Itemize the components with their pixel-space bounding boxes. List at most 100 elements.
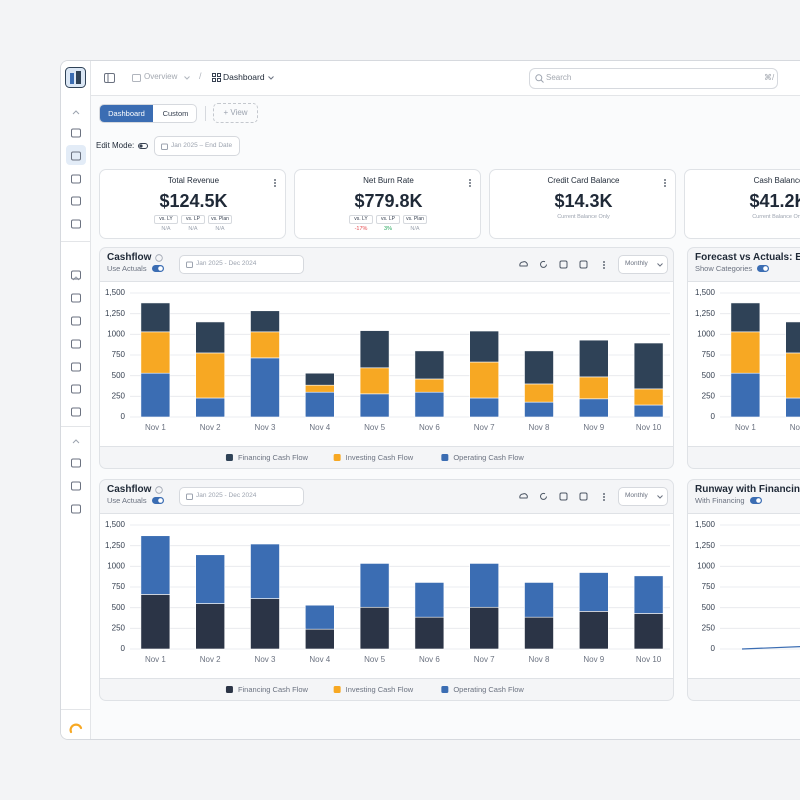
- period-select[interactable]: Monthly: [618, 255, 668, 274]
- calendar-icon: [161, 143, 168, 150]
- nav-icon[interactable]: [70, 218, 82, 230]
- bar-segment: [140, 535, 171, 595]
- breadcrumb-separator: /: [199, 71, 202, 81]
- nav-icon[interactable]: [70, 480, 82, 492]
- nav-icon[interactable]: [70, 127, 82, 139]
- legend-label: Investing Cash Flow: [346, 453, 414, 462]
- bar-segment: [633, 613, 664, 650]
- period-select[interactable]: Monthly: [618, 487, 668, 506]
- chart-panel: Cashflow Use Actuals Jan 2025 - Dec 2024 Mo…: [99, 479, 674, 701]
- x-tick-label: Nov 9: [583, 423, 604, 432]
- chevron: [657, 263, 663, 267]
- refresh-icon[interactable]: [539, 260, 548, 269]
- toggle-label: Use Actuals: [107, 496, 147, 505]
- x-tick-label: Nov 2: [790, 423, 800, 432]
- nav-icon[interactable]: [70, 150, 82, 162]
- layout-icon[interactable]: [579, 492, 588, 501]
- date-range-picker[interactable]: Jan 2025 – End Date: [154, 136, 240, 156]
- toggle-label: Show Categories: [695, 264, 753, 273]
- line: [741, 646, 800, 650]
- bar-segment: [359, 563, 390, 608]
- x-tick-label: Nov 6: [419, 423, 440, 432]
- comparison-badge: vs. LY: [349, 215, 373, 224]
- bar-segment: [195, 321, 225, 354]
- sidebar-toggle[interactable]: [104, 73, 115, 83]
- bar-segment: [359, 330, 390, 369]
- bar-segment: [524, 616, 554, 650]
- bar-segment: [414, 616, 445, 650]
- y-tick-label: 0: [121, 412, 126, 421]
- search-box[interactable]: Search ⌘/: [529, 68, 778, 89]
- nav-icon[interactable]: [70, 195, 82, 207]
- nav-icon[interactable]: [70, 315, 82, 327]
- kpi-card: Credit Card Balance $14.3K Current Balance…: [489, 169, 676, 239]
- more-menu[interactable]: [273, 178, 277, 188]
- chevron: [268, 76, 274, 80]
- breadcrumb-item[interactable]: Overview: [144, 72, 178, 81]
- nav-icon[interactable]: [70, 503, 82, 515]
- kpi-card: Net Burn Rate $779.8K vs. LY -17% vs. LP 3% vs…: [294, 169, 481, 239]
- toggle[interactable]: [757, 265, 769, 272]
- nav-icon[interactable]: [70, 338, 82, 350]
- comparison-badge: vs. Plan: [403, 215, 427, 224]
- more-menu[interactable]: [602, 492, 606, 502]
- chart: 0 250 500 750 1000 1,250 1,500 Nov 1 Nov 2: [695, 288, 800, 432]
- toggle[interactable]: [152, 265, 164, 272]
- bar-segment: [250, 598, 280, 650]
- bar-segment: [633, 342, 664, 390]
- refresh-icon[interactable]: [539, 492, 548, 501]
- brand-icon[interactable]: [69, 721, 83, 735]
- kpi-value: $14.3K: [554, 191, 613, 211]
- legend-label: Financing Cash Flow: [238, 685, 309, 694]
- collapse-chevron[interactable]: [71, 439, 81, 445]
- nav-icon[interactable]: [70, 457, 82, 469]
- y-tick-label: 250: [702, 623, 716, 632]
- bar-segment: [359, 367, 390, 395]
- bar-segment: [414, 350, 445, 380]
- panel-title: Cashflow: [107, 252, 152, 263]
- toggle[interactable]: [152, 497, 164, 504]
- x-tick-label: Nov 5: [364, 655, 385, 664]
- chevron: [657, 495, 663, 499]
- y-tick-label: 1,250: [695, 541, 716, 550]
- breadcrumb-current[interactable]: Dashboard: [223, 72, 265, 82]
- y-tick-label: 1,500: [105, 520, 126, 529]
- bar-segment: [250, 310, 280, 333]
- nav-icon[interactable]: [70, 406, 82, 418]
- tab-active[interactable]: Dashboard: [100, 105, 153, 122]
- y-tick-label: 500: [702, 603, 716, 612]
- nav-icon[interactable]: [70, 269, 82, 281]
- date-range-picker[interactable]: Jan 2025 - Dec 2024: [179, 487, 304, 506]
- tab[interactable]: Custom: [162, 109, 189, 118]
- download-icon[interactable]: [519, 260, 528, 269]
- collapse-chevron[interactable]: [71, 110, 81, 116]
- more-menu[interactable]: [468, 178, 472, 188]
- add-view-button[interactable]: + View: [213, 103, 258, 123]
- edit-toggle[interactable]: [138, 143, 148, 149]
- kpi-value: $124.5K: [159, 191, 228, 211]
- nav-icon[interactable]: [70, 292, 82, 304]
- kpi-value: $779.8K: [354, 191, 423, 211]
- expand-icon[interactable]: [559, 492, 568, 501]
- logo[interactable]: [65, 67, 86, 88]
- x-tick-label: Nov 7: [474, 423, 495, 432]
- download-icon[interactable]: [519, 492, 528, 501]
- date-range-picker[interactable]: Jan 2025 - Dec 2024: [179, 255, 304, 274]
- y-tick-label: 250: [702, 391, 716, 400]
- nav-icon[interactable]: [70, 361, 82, 373]
- nav-icon[interactable]: [70, 383, 82, 395]
- more-menu[interactable]: [663, 178, 667, 188]
- layout-icon[interactable]: [579, 260, 588, 269]
- x-tick-label: Nov 4: [309, 655, 330, 664]
- panel-title: Runway with Financing: [695, 484, 800, 495]
- nav-icon[interactable]: [70, 173, 82, 185]
- app-window: Overview / Dashboard Search ⌘/ Dashboard Custo…: [60, 60, 800, 740]
- bar-segment: [359, 606, 390, 650]
- legend-label: Operating Cash Flow: [453, 685, 524, 694]
- toggle[interactable]: [750, 497, 762, 504]
- legend-swatch: [333, 686, 341, 693]
- bar-segment: [195, 352, 225, 399]
- period-text: Monthly: [625, 492, 648, 499]
- more-menu[interactable]: [602, 260, 606, 270]
- expand-icon[interactable]: [559, 260, 568, 269]
